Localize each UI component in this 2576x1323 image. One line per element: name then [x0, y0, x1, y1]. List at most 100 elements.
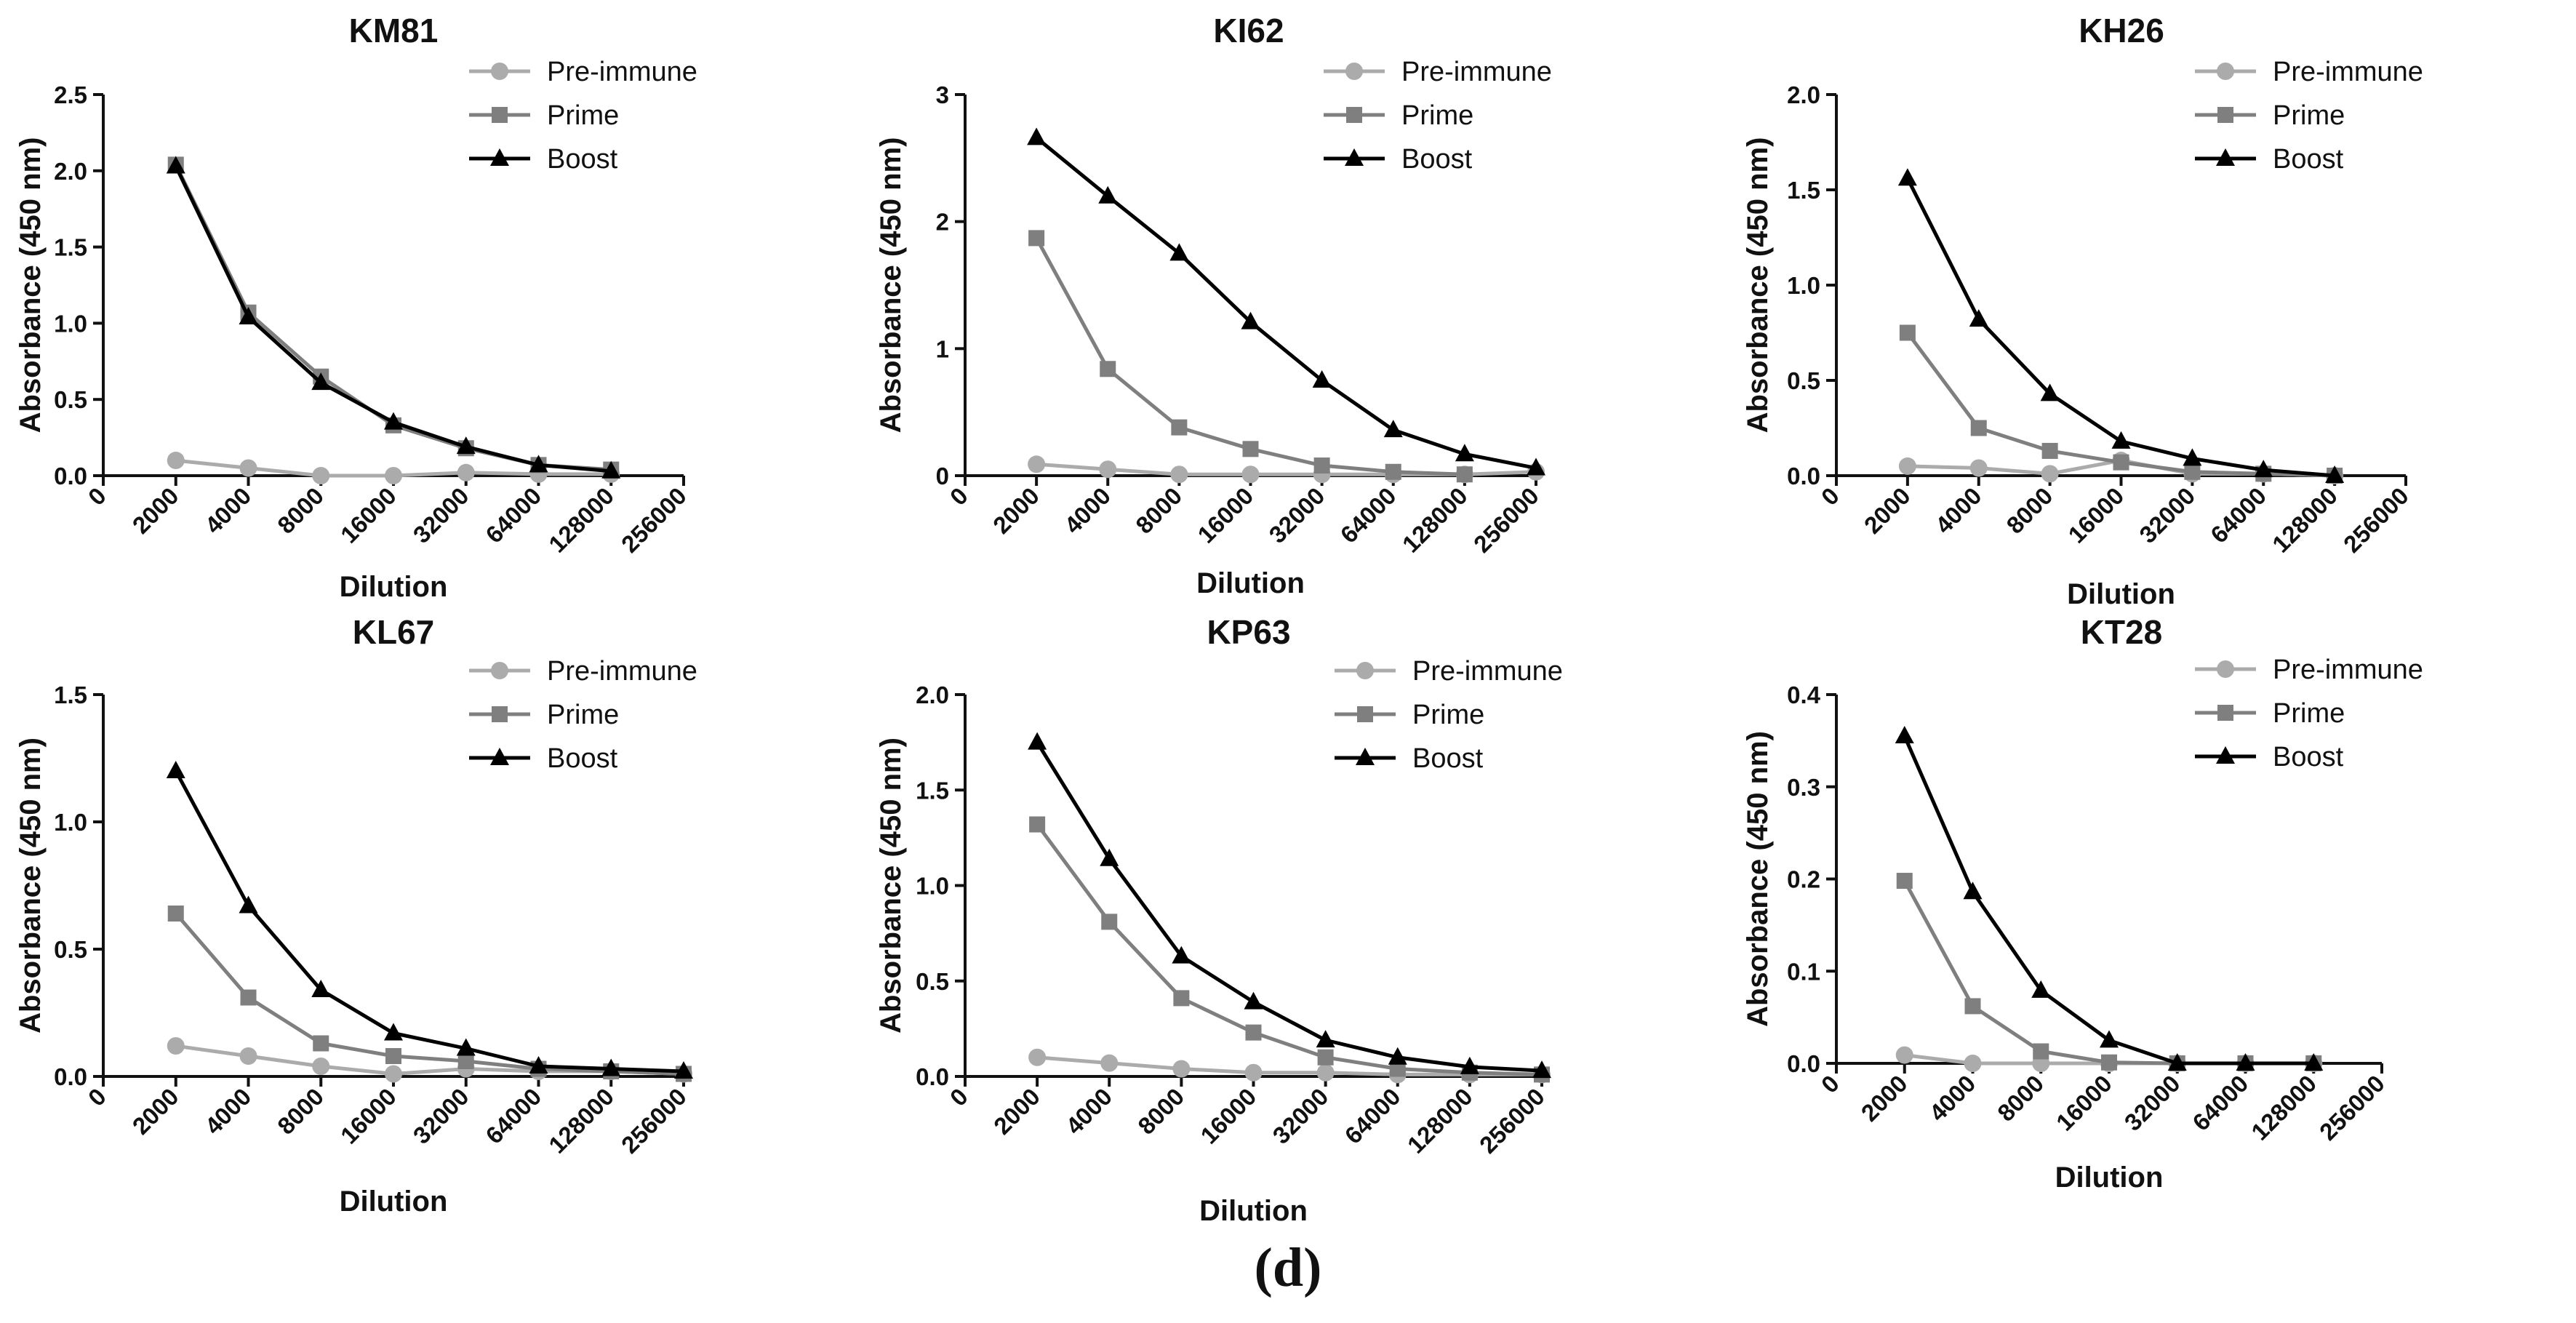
legend-label-prime: Prime	[2273, 100, 2345, 131]
x-tick-label: 256000	[2314, 1070, 2390, 1146]
y-tick-label: 0.2	[1787, 866, 1820, 893]
data-point-prime	[1173, 990, 1190, 1007]
data-point-pre-immune	[1969, 459, 1988, 477]
data-point-boost	[2040, 383, 2060, 401]
legend-label-boost: Boost	[547, 144, 618, 175]
data-point-boost	[311, 372, 331, 391]
y-tick-label: 1.5	[54, 234, 87, 261]
y-axis-label: Absorbance (450 nm)	[1742, 731, 1774, 1027]
legend-marker-pre-immune	[2217, 63, 2234, 80]
data-point-boost	[2236, 1053, 2255, 1071]
legend-label-prime: Prime	[547, 700, 619, 730]
y-tick-label: 1.0	[54, 809, 87, 836]
legend-label-prime: Prime	[547, 100, 619, 131]
data-point-boost	[2183, 448, 2202, 466]
x-tick-label: 16000	[2051, 1070, 2117, 1136]
figure-label: (d)	[1254, 1237, 1322, 1298]
data-point-boost	[2167, 1053, 2187, 1071]
y-tick-label: 0.0	[916, 1063, 949, 1090]
legend-label-boost: Boost	[2273, 742, 2344, 772]
legend-marker-boost	[1356, 748, 1375, 765]
series-line-pre-immune	[1036, 1055, 1542, 1076]
x-tick-label: 0	[1816, 1070, 1844, 1098]
x-tick-label: 64000	[1340, 1083, 1406, 1149]
y-tick-label: 2.0	[1787, 81, 1820, 108]
y-tick-label: 0.0	[54, 1063, 87, 1090]
x-tick-label: 8000	[2001, 482, 2057, 539]
data-point-pre-immune	[239, 459, 257, 477]
data-point-pre-immune	[167, 452, 185, 470]
x-tick-label: 8000	[1130, 482, 1187, 539]
x-tick-label: 128000	[1402, 1083, 1478, 1159]
y-tick-label: 1.0	[1787, 272, 1820, 299]
data-point-prime	[2113, 454, 2129, 471]
x-tick-label: 128000	[2246, 1070, 2321, 1146]
data-point-pre-immune	[2041, 465, 2059, 483]
legend-marker-pre-immune	[491, 662, 508, 679]
x-tick-label: 16000	[335, 482, 401, 548]
data-point-boost	[601, 460, 621, 479]
series-line-prime	[1034, 237, 1465, 476]
x-tick-label: 64000	[2187, 1070, 2253, 1136]
data-point-pre-immune	[1241, 465, 1260, 484]
legend-marker-prime	[1346, 107, 1362, 123]
legend-marker-prime	[492, 107, 508, 123]
x-tick-label: 32000	[408, 1083, 474, 1149]
data-point-boost	[1388, 1047, 1407, 1065]
legend-marker-pre-immune	[2217, 660, 2234, 678]
data-point-pre-immune	[1172, 1060, 1191, 1078]
x-tick-label: 32000	[1268, 1083, 1334, 1149]
data-point-pre-immune	[312, 467, 330, 484]
data-point-prime	[385, 1048, 401, 1064]
legend-marker-prime	[1357, 706, 1373, 722]
data-point-boost	[1383, 420, 1403, 438]
data-point-prime	[167, 906, 184, 922]
chart-title: KL67	[353, 613, 434, 651]
legend-label-prime: Prime	[1401, 100, 1473, 131]
chart-title: KH26	[2079, 12, 2164, 49]
legend-label-pre-immune: Pre-immune	[547, 656, 697, 687]
x-tick-label: 8000	[272, 482, 329, 539]
data-point-boost	[1312, 370, 1332, 388]
legend-label-prime: Prime	[2273, 698, 2345, 729]
data-point-prime	[1101, 914, 1118, 930]
chart-panel-km81: KM81 0.0 0.5 1.0 1.5 2.0 2.5 0 2000 4000 8000 16000…	[15, 12, 697, 603]
data-point-prime	[1456, 466, 1473, 483]
data-point-prime	[1245, 1024, 1262, 1041]
data-point-boost	[674, 1061, 693, 1079]
x-tick-label: 32000	[408, 482, 474, 548]
legend-marker-prime	[2217, 107, 2233, 123]
data-point-boost	[384, 412, 403, 430]
data-point-pre-immune	[1028, 455, 1046, 473]
data-point-prime	[1100, 361, 1116, 377]
y-axis-label: Absorbance (450 nm)	[1742, 137, 1774, 433]
data-point-prime	[1385, 463, 1401, 480]
y-tick-label: 1.5	[1787, 177, 1820, 204]
chart-title: KT28	[2081, 613, 2162, 651]
chart-panel-kh26: KH26 0.0 0.5 1.0 1.5 2.0 0 2000 4000 8000 16000 320…	[1742, 12, 2423, 610]
data-point-pre-immune	[457, 463, 475, 481]
data-point-prime	[1389, 1060, 1406, 1077]
x-tick-label: 2000	[988, 1083, 1045, 1140]
chart-title: KP63	[1207, 613, 1290, 651]
x-tick-label: 8000	[1132, 1083, 1189, 1140]
data-point-boost	[1895, 726, 1914, 744]
y-tick-label: 1.5	[54, 682, 87, 708]
data-point-pre-immune	[312, 1058, 330, 1075]
data-point-prime	[1029, 816, 1046, 833]
x-tick-label: 128000	[543, 482, 619, 558]
y-tick-label: 0.5	[916, 968, 949, 995]
x-tick-label: 64000	[2205, 482, 2271, 548]
legend-label-boost: Boost	[547, 743, 618, 774]
x-tick-label: 64000	[480, 1083, 546, 1149]
data-point-boost	[1027, 127, 1047, 145]
x-tick-label: 256000	[616, 1083, 692, 1159]
y-axis-label: Absorbance (450 nm)	[15, 738, 47, 1034]
data-point-pre-immune	[1100, 1054, 1119, 1072]
data-point-boost	[1527, 457, 1545, 476]
data-point-prime	[1313, 457, 1330, 474]
data-point-boost	[2304, 1053, 2324, 1071]
data-point-pre-immune	[167, 1037, 185, 1055]
y-tick-label: 1	[936, 335, 949, 362]
